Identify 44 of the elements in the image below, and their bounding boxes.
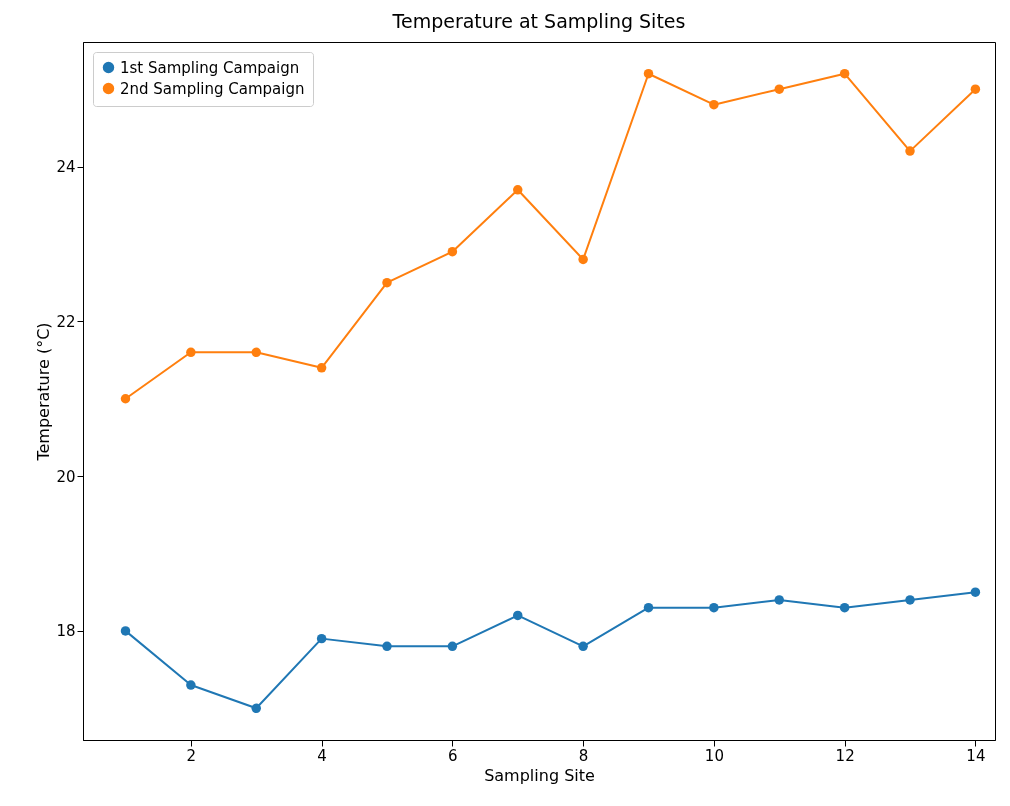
chart-title: Temperature at Sampling Sites bbox=[391, 10, 686, 32]
point bbox=[513, 610, 523, 621]
point bbox=[186, 347, 196, 358]
y-tick-label: 24 bbox=[56, 158, 76, 177]
y-tick-label: 20 bbox=[56, 467, 76, 486]
x-tick-label: 8 bbox=[578, 746, 589, 765]
point bbox=[839, 602, 850, 613]
point bbox=[970, 587, 981, 597]
point bbox=[447, 641, 458, 652]
point bbox=[578, 254, 588, 265]
y-tick-label: 18 bbox=[56, 622, 76, 641]
x-tick-label: 10 bbox=[704, 746, 724, 765]
point bbox=[120, 626, 131, 636]
point bbox=[709, 99, 719, 110]
point bbox=[316, 363, 327, 373]
point bbox=[513, 185, 523, 195]
point bbox=[447, 246, 458, 257]
point bbox=[251, 703, 261, 714]
legend-label: 2nd Sampling Campaign bbox=[120, 79, 305, 98]
point bbox=[905, 146, 915, 156]
x-tick-label: 2 bbox=[186, 746, 197, 765]
y-axis-title: Temperature (°C) bbox=[34, 322, 54, 462]
x-tick-label: 6 bbox=[448, 746, 458, 765]
point bbox=[905, 595, 915, 605]
x-tick-label: 14 bbox=[966, 746, 986, 765]
legend-label: 1st Sampling Campaign bbox=[120, 58, 300, 77]
point bbox=[186, 680, 196, 690]
point bbox=[839, 68, 850, 79]
point bbox=[316, 633, 327, 644]
point bbox=[643, 68, 654, 79]
y-tick-label: 22 bbox=[56, 312, 76, 331]
point bbox=[970, 84, 981, 94]
x-tick-label: 12 bbox=[835, 746, 855, 765]
point bbox=[774, 595, 784, 605]
point bbox=[120, 394, 131, 404]
point bbox=[382, 277, 392, 288]
point bbox=[578, 641, 588, 652]
x-axis-title: Sampling Site bbox=[484, 765, 595, 785]
point bbox=[774, 84, 784, 94]
x-tick-label: 4 bbox=[317, 746, 327, 765]
point bbox=[709, 602, 719, 613]
point bbox=[382, 641, 392, 652]
point bbox=[251, 347, 261, 358]
point bbox=[643, 602, 654, 613]
